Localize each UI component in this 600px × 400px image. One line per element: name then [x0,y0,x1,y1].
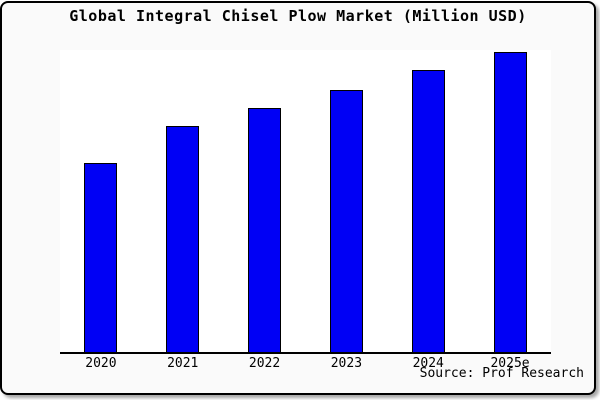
x-tick-label-2024: 2024 [412,356,444,371]
source-credit: Source: Prof Research [419,366,584,381]
bar-slot-2023 [305,50,387,352]
x-axis-labels: 2020 2021 2022 2023 2024 2025e [60,356,551,371]
bar-2023 [329,89,363,352]
bar-slot-2021 [142,50,224,352]
bar-2020 [84,163,118,352]
bar-slot-2025e [469,50,551,352]
x-tick-label-2025e: 2025e [490,356,530,371]
bar-slot-2024 [387,50,469,352]
bar-2022 [248,107,282,352]
chart-title: Global Integral Chisel Plow Market (Mill… [69,7,527,25]
x-tick-label-2022: 2022 [248,356,281,371]
bar-slot-2020 [60,50,142,352]
bar-2025e [493,52,527,352]
bar-2021 [166,125,200,352]
bar-2024 [411,70,445,352]
plot-area [60,50,551,354]
x-tick-label-2021: 2021 [167,356,199,371]
chart-frame: Global Integral Chisel Plow Market (Mill… [0,1,596,395]
x-tick-label-2020: 2020 [85,356,117,371]
bar-slot-2022 [224,50,306,352]
plot-wrapper: 2020 2021 2022 2023 2024 2025e [60,50,551,371]
x-tick-label-2023: 2023 [330,356,363,371]
